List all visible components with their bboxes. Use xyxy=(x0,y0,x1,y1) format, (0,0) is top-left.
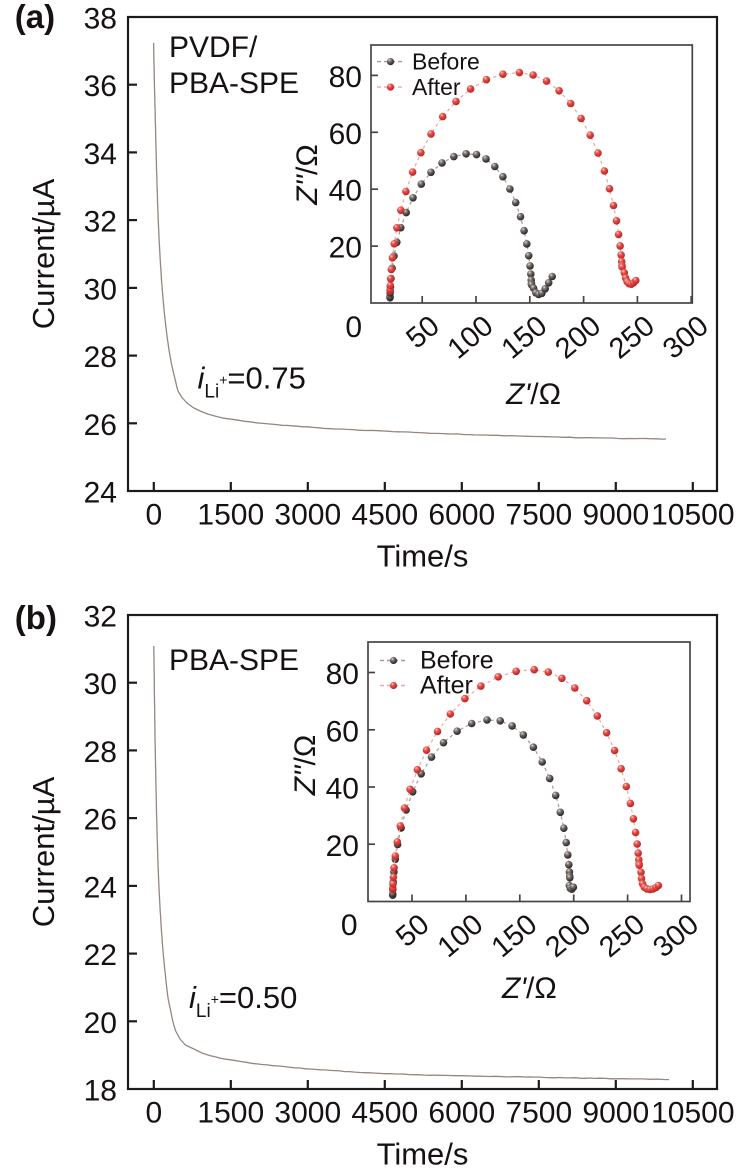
svg-text:9000: 9000 xyxy=(582,499,649,532)
svg-text:30: 30 xyxy=(84,668,117,701)
svg-text:(a): (a) xyxy=(15,0,55,35)
svg-text:0: 0 xyxy=(341,909,358,942)
svg-text:80: 80 xyxy=(329,61,362,94)
svg-text:26: 26 xyxy=(84,409,117,442)
svg-text:30: 30 xyxy=(84,273,117,306)
svg-text:80: 80 xyxy=(326,658,359,691)
svg-text:10500: 10500 xyxy=(651,1097,734,1130)
svg-text:Z'/Ω: Z'/Ω xyxy=(505,378,561,411)
svg-text:After: After xyxy=(420,672,473,700)
svg-text:6000: 6000 xyxy=(428,1097,495,1130)
svg-text:Time/s: Time/s xyxy=(377,539,469,574)
svg-text:4500: 4500 xyxy=(351,1097,418,1130)
svg-text:26: 26 xyxy=(84,804,117,837)
svg-text:60: 60 xyxy=(326,715,359,748)
svg-text:4500: 4500 xyxy=(351,499,418,532)
svg-text:28: 28 xyxy=(84,341,117,374)
svg-text:9000: 9000 xyxy=(582,1097,649,1130)
svg-text:Before: Before xyxy=(420,647,494,675)
svg-text:7500: 7500 xyxy=(505,499,572,532)
svg-text:3000: 3000 xyxy=(274,1097,341,1130)
svg-text:20: 20 xyxy=(84,1007,117,1040)
svg-text:20: 20 xyxy=(329,232,362,265)
svg-text:Time/s: Time/s xyxy=(377,1137,469,1172)
svg-text:22: 22 xyxy=(84,939,117,972)
svg-text:0: 0 xyxy=(145,499,162,532)
svg-text:Z''/Ω: Z''/Ω xyxy=(291,144,324,206)
svg-text:0: 0 xyxy=(345,311,362,344)
svg-text:Current/µA: Current/µA xyxy=(26,776,61,927)
svg-text:1500: 1500 xyxy=(197,1097,264,1130)
svg-text:40: 40 xyxy=(326,773,359,806)
svg-text:1500: 1500 xyxy=(197,499,264,532)
svg-text:Z'/Ω: Z'/Ω xyxy=(501,972,557,1005)
svg-text:36: 36 xyxy=(84,70,117,103)
svg-text:34: 34 xyxy=(84,138,117,171)
svg-text:10500: 10500 xyxy=(651,499,734,532)
svg-text:PVDF/: PVDF/ xyxy=(169,31,258,64)
svg-text:6000: 6000 xyxy=(428,499,495,532)
svg-text:32: 32 xyxy=(84,206,117,239)
svg-text:28: 28 xyxy=(84,736,117,769)
svg-text:7500: 7500 xyxy=(505,1097,572,1130)
svg-text:Z''/Ω: Z''/Ω xyxy=(289,735,322,797)
svg-text:18: 18 xyxy=(84,1074,117,1107)
svg-text:20: 20 xyxy=(326,830,359,863)
svg-text:After: After xyxy=(412,74,461,100)
svg-text:iLi+=0.50: iLi+=0.50 xyxy=(189,980,297,1022)
svg-text:Before: Before xyxy=(412,49,480,75)
svg-text:24: 24 xyxy=(84,871,117,904)
svg-text:iLi+=0.75: iLi+=0.75 xyxy=(198,361,306,403)
svg-text:PBA-SPE: PBA-SPE xyxy=(169,67,299,100)
svg-text:38: 38 xyxy=(84,3,117,36)
svg-text:(b): (b) xyxy=(15,599,57,636)
svg-text:0: 0 xyxy=(145,1097,162,1130)
svg-text:24: 24 xyxy=(84,476,117,509)
svg-text:32: 32 xyxy=(84,601,117,634)
svg-text:Current/µA: Current/µA xyxy=(26,178,61,329)
svg-text:40: 40 xyxy=(329,175,362,208)
svg-text:60: 60 xyxy=(329,118,362,151)
svg-text:PBA-SPE: PBA-SPE xyxy=(169,644,299,677)
svg-text:3000: 3000 xyxy=(274,499,341,532)
